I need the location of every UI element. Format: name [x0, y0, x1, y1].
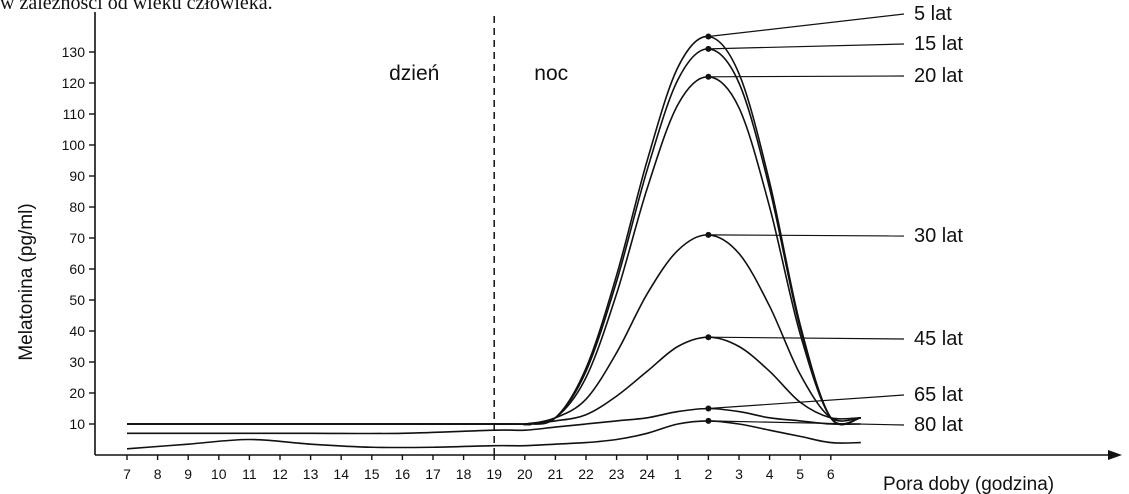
x-tick-label: 17	[425, 466, 441, 482]
y-tick-label: 70	[69, 230, 85, 246]
y-tick-label: 50	[69, 292, 85, 308]
y-tick-label: 130	[62, 44, 86, 60]
y-axis-title: Melatonina (pg/ml)	[16, 203, 37, 360]
series-leader-line	[708, 336, 905, 340]
x-tick-label: 23	[609, 466, 625, 482]
series-label: 20 lat	[914, 65, 963, 87]
x-tick-label: 8	[154, 466, 162, 482]
y-tick-label: 110	[63, 106, 86, 122]
series-line	[126, 420, 861, 450]
x-tick-label: 18	[456, 466, 472, 482]
series-leader-line	[708, 394, 905, 410]
series-label: 5 lat	[914, 3, 952, 25]
x-tick-label: 11	[242, 466, 257, 482]
x-tick-label: 9	[184, 466, 192, 482]
x-tick-label: 6	[827, 466, 835, 482]
series-line	[127, 407, 861, 435]
x-tick-label: 15	[364, 466, 380, 482]
y-tick-label: 40	[69, 323, 85, 339]
y-tick-label: 90	[69, 168, 85, 184]
x-tick-label: 22	[578, 466, 594, 482]
x-tick-label: 5	[796, 466, 804, 482]
series-label: 15 lat	[914, 33, 963, 55]
series-leader-line	[708, 420, 905, 426]
series-label: 45 lat	[914, 328, 963, 350]
y-tick-label: 100	[62, 137, 86, 153]
x-tick-label: 16	[395, 466, 411, 482]
region-label-night: noc	[534, 62, 568, 85]
series-label: 65 lat	[914, 384, 963, 406]
x-tick-label: 12	[272, 466, 288, 482]
series-label: 80 lat	[914, 414, 963, 436]
x-tick-label: 13	[303, 466, 319, 482]
x-tick-label: 4	[766, 466, 774, 482]
y-tick-label: 60	[69, 261, 85, 277]
x-tick-label: 7	[123, 466, 131, 482]
x-tick-label: 19	[486, 466, 502, 482]
series-leader-line	[708, 43, 905, 50]
y-tick-label: 30	[69, 354, 85, 370]
x-axis-arrow	[1108, 450, 1122, 460]
series-leader-line	[708, 234, 905, 237]
series-label: 30 lat	[914, 225, 963, 247]
x-axis-title: Pora doby (godzina)	[883, 474, 1054, 494]
x-tick-label: 21	[548, 466, 564, 482]
region-label-day: dzień	[389, 62, 439, 85]
series-leader-line	[708, 13, 905, 38]
series-line	[127, 336, 861, 426]
chart-caption: w zależności od wieku człowieka.	[0, 0, 273, 14]
x-tick-label: 20	[517, 466, 533, 482]
x-tick-label: 14	[333, 466, 349, 482]
y-tick-label: 120	[62, 75, 86, 91]
x-tick-label: 24	[639, 466, 655, 482]
y-tick-label: 20	[69, 385, 85, 401]
y-tick-label: 10	[69, 416, 85, 432]
x-tick-label: 2	[705, 466, 713, 482]
x-tick-label: 3	[735, 466, 743, 482]
x-tick-label: 1	[674, 466, 682, 482]
x-tick-label: 10	[211, 466, 227, 482]
series-leader-line	[708, 75, 905, 78]
y-tick-label: 80	[69, 199, 85, 215]
